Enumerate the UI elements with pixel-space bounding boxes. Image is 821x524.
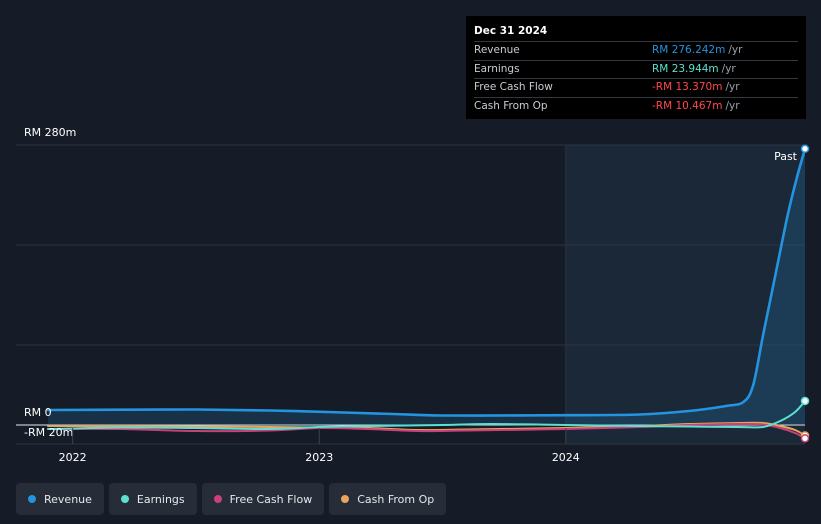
tooltip-row-earnings: Earnings RM 23.944m/yr bbox=[474, 59, 798, 79]
legend-dot-icon bbox=[28, 495, 36, 503]
tooltip-unit: /yr bbox=[725, 99, 740, 112]
tooltip-value: -RM 10.467m/yr bbox=[652, 98, 740, 116]
revenue-end-marker bbox=[800, 144, 810, 154]
y-axis-bottom-label: -RM 20m bbox=[24, 426, 73, 439]
legend-label: Free Cash Flow bbox=[229, 492, 313, 506]
tooltip-date: Dec 31 2024 bbox=[474, 25, 548, 37]
revenue-line bbox=[46, 147, 807, 417]
tooltip-value: RM 276.242m/yr bbox=[652, 42, 742, 60]
legend-item-cash-from-op[interactable]: Cash From Op bbox=[329, 483, 447, 515]
legend: Revenue Earnings Free Cash Flow Cash Fro… bbox=[16, 483, 447, 515]
tooltip-label: Revenue bbox=[474, 44, 520, 56]
tooltip-value-number: -RM 10.467m bbox=[652, 99, 723, 112]
tooltip-row-revenue: Revenue RM 276.242m/yr bbox=[474, 41, 798, 60]
legend-item-earnings[interactable]: Earnings bbox=[108, 483, 197, 515]
legend-item-free-cash-flow[interactable]: Free Cash Flow bbox=[201, 483, 325, 515]
tooltip-value-number: RM 23.944m bbox=[652, 62, 719, 75]
x-tick-label: 2022 bbox=[59, 451, 87, 464]
x-tick-label: 2023 bbox=[305, 451, 333, 464]
tooltip-row-free-cash-flow: Free Cash Flow -RM 13.370m/yr bbox=[474, 78, 798, 97]
legend-dot-icon bbox=[341, 495, 350, 503]
tooltip-label: Free Cash Flow bbox=[474, 81, 553, 93]
tooltip-value: RM 23.944m/yr bbox=[652, 61, 736, 79]
y-axis-zero-label: RM 0 bbox=[24, 406, 52, 419]
tooltip-unit: /yr bbox=[728, 44, 743, 56]
legend-label: Earnings bbox=[136, 492, 185, 506]
end-markers bbox=[800, 144, 810, 443]
tooltip-row-cash-from-op: Cash From Op -RM 10.467m/yr bbox=[474, 96, 798, 116]
tooltip-value: -RM 13.370m/yr bbox=[652, 79, 740, 97]
free-cash-flow-end-marker bbox=[800, 434, 810, 443]
series-lines bbox=[46, 147, 807, 440]
legend-label: Cash From Op bbox=[357, 492, 435, 506]
tooltip-value-number: RM 276.242m bbox=[652, 44, 726, 56]
legend-dot-icon bbox=[120, 495, 129, 503]
legend-dot-icon bbox=[213, 495, 222, 503]
tooltip-unit: /yr bbox=[725, 81, 740, 93]
x-tick-label: 2024 bbox=[552, 451, 580, 464]
earnings-end-marker bbox=[800, 396, 810, 406]
y-axis-top-label: RM 280m bbox=[24, 126, 76, 139]
tooltip-label: Cash From Op bbox=[474, 99, 548, 112]
tooltip-value-number: -RM 13.370m bbox=[652, 81, 723, 93]
legend-label: Revenue bbox=[44, 492, 92, 506]
past-label: Past bbox=[774, 150, 798, 163]
past-region bbox=[565, 145, 805, 444]
gridlines bbox=[16, 144, 805, 445]
x-axis-ticks: 2022 2023 2024 bbox=[59, 428, 580, 464]
legend-item-revenue[interactable]: Revenue bbox=[16, 483, 104, 515]
earnings-line bbox=[47, 400, 806, 431]
tooltip-label: Earnings bbox=[474, 62, 520, 75]
tooltip: Dec 31 2024 Revenue RM 276.242m/yr Earni… bbox=[466, 16, 806, 119]
tooltip-unit: /yr bbox=[721, 62, 736, 75]
